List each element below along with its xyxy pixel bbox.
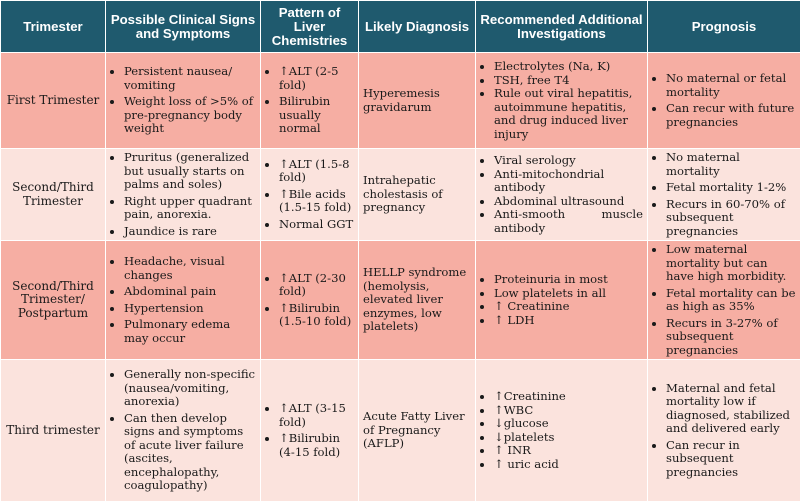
list-item: ↑ Creatinine [494, 300, 643, 314]
trimester-cell: First Trimester [1, 53, 106, 149]
list-item: Rule out viral hepatitis, autoimmune hep… [494, 87, 643, 141]
prognosis-cell: Maternal and fetal mortality low if diag… [648, 360, 800, 502]
trimester-cell: Second/Third Trimester [1, 149, 106, 241]
investigations-cell: Proteinuria in most Low platelets in all… [476, 241, 648, 360]
list-item: Abdominal pain [124, 285, 256, 299]
chemistries-cell: ↑ALT (3-15 fold) ↑Bilirubin (4-15 fold) [261, 360, 359, 502]
list-item: ↑ALT (2-30 fold) [279, 272, 354, 299]
trimester-cell: Third trimester [1, 360, 106, 502]
diagnosis-cell: Acute Fatty Liver of Pregnancy (AFLP) [359, 360, 476, 502]
list-item: Recurs in 3-27% of subsequent pregnancie… [666, 317, 796, 358]
list-item: Anti-smooth muscle antibody [494, 208, 643, 235]
header-investigations: Recommended Additional Investigations [476, 1, 648, 53]
list-item: Bilirubin usually normal [279, 95, 354, 136]
trimester-cell: Second/Third Trimester/ Postpartum [1, 241, 106, 360]
list-item: TSH, free T4 [494, 74, 643, 88]
table-row: Third trimester Generally non-specific (… [1, 360, 800, 502]
signs-cell: Headache, visual changes Abdominal pain … [106, 241, 261, 360]
list-item: ↑ INR [494, 444, 643, 458]
list-item: Anti-mitochondrial antibody [494, 168, 643, 195]
header-trimester: Trimester [1, 1, 106, 53]
chemistries-cell: ↑ALT (1.5-8 fold) ↑Bile acids (1.5-15 fo… [261, 149, 359, 241]
list-item: Electrolytes (Na, K) [494, 60, 643, 74]
list-item: ↑WBC [494, 404, 643, 418]
list-item: Headache, visual changes [124, 255, 256, 282]
diagnosis-cell: Hyperemesis gravidarum [359, 53, 476, 149]
list-item: Maternal and fetal mortality low if diag… [666, 382, 796, 436]
table-row: Second/Third Trimester Pruritus (general… [1, 149, 800, 241]
investigations-cell: Viral serology Anti-mitochondrial antibo… [476, 149, 648, 241]
list-item: ↑Bilirubin (4-15 fold) [279, 432, 354, 459]
list-item: ↑ALT (3-15 fold) [279, 402, 354, 429]
header-prognosis: Prognosis [648, 1, 800, 53]
list-item: ↑Bilirubin (1.5-10 fold) [279, 302, 354, 329]
header-diagnosis: Likely Diagnosis [359, 1, 476, 53]
list-item: ↓glucose [494, 417, 643, 431]
list-item: ↑ uric acid [494, 458, 643, 472]
list-item: ↑ LDH [494, 314, 643, 328]
list-item: Normal GGT [279, 218, 354, 232]
list-item: No maternal mortality [666, 151, 796, 178]
list-item: Generally non-specific (nausea/vomiting,… [124, 368, 256, 409]
chemistries-cell: ↑ALT (2-30 fold) ↑Bilirubin (1.5-10 fold… [261, 241, 359, 360]
list-item: Persistent nausea/ vomiting [124, 65, 256, 92]
list-item: ↑ALT (2-5 fold) [279, 65, 354, 92]
chemistries-cell: ↑ALT (2-5 fold) Bilirubin usually normal [261, 53, 359, 149]
investigations-cell: ↑Creatinine ↑WBC ↓glucose ↓platelets ↑ I… [476, 360, 648, 502]
investigations-cell: Electrolytes (Na, K) TSH, free T4 Rule o… [476, 53, 648, 149]
prognosis-cell: No maternal mortality Fetal mortality 1-… [648, 149, 800, 241]
list-item: Right upper quadrant pain, anorexia. [124, 195, 256, 222]
list-item: ↓platelets [494, 431, 643, 445]
list-item: Recurs in 60-70% of subsequent pregnanci… [666, 198, 796, 239]
diagnosis-cell: Intrahepatic cholestasis of pregnancy [359, 149, 476, 241]
prognosis-cell: No maternal or fetal mortality Can recur… [648, 53, 800, 149]
list-item: ↑ALT (1.5-8 fold) [279, 158, 354, 185]
list-item: Hypertension [124, 302, 256, 316]
header-chemistries: Pattern of Liver Chemistries [261, 1, 359, 53]
list-item: Pruritus (generalized but usually starts… [124, 151, 256, 192]
list-item: Jaundice is rare [124, 225, 256, 239]
list-item: Fetal mortality can be as high as 35% [666, 287, 796, 314]
list-item: No maternal or fetal mortality [666, 72, 796, 99]
table-row: Second/Third Trimester/ Postpartum Heada… [1, 241, 800, 360]
signs-cell: Pruritus (generalized but usually starts… [106, 149, 261, 241]
prognosis-cell: Low maternal mortality but can have high… [648, 241, 800, 360]
list-item: Can recur with future pregnancies [666, 102, 796, 129]
list-item: Pulmonary edema may occur [124, 318, 256, 345]
list-item: Can then develop signs and symptoms of a… [124, 412, 256, 493]
list-item: ↑Creatinine [494, 390, 643, 404]
header-signs: Possible Clinical Signs and Symptoms [106, 1, 261, 53]
list-item: Can recur in subsequent pregnancies [666, 439, 796, 480]
table-row: First Trimester Persistent nausea/ vomit… [1, 53, 800, 149]
list-item: Viral serology [494, 154, 643, 168]
list-item: Abdominal ultrasound [494, 195, 643, 209]
list-item: Fetal mortality 1-2% [666, 181, 796, 195]
list-item: Weight loss of >5% of pre-pregnancy body… [124, 95, 256, 136]
list-item: ↑Bile acids (1.5-15 fold) [279, 188, 354, 215]
list-item: Low platelets in all [494, 287, 643, 301]
diagnosis-cell: HELLP syndrome (hemolysis, elevated live… [359, 241, 476, 360]
signs-cell: Generally non-specific (nausea/vomiting,… [106, 360, 261, 502]
list-item: Proteinuria in most [494, 273, 643, 287]
signs-cell: Persistent nausea/ vomiting Weight loss … [106, 53, 261, 149]
list-item: Low maternal mortality but can have high… [666, 243, 796, 284]
header-row: Trimester Possible Clinical Signs and Sy… [1, 1, 800, 53]
